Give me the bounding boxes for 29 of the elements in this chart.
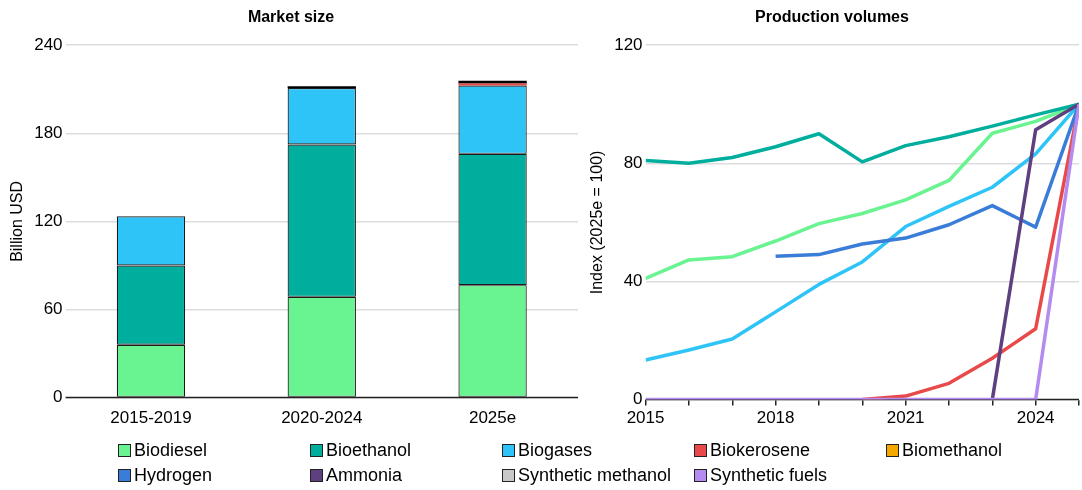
legend-label: Bioethanol bbox=[326, 440, 412, 461]
legend-label: Synthetic fuels bbox=[710, 465, 828, 486]
legend-label: Biodiesel bbox=[134, 440, 208, 461]
x-tick-label: 2025e bbox=[468, 408, 517, 428]
legend-label: Biogases bbox=[518, 440, 593, 461]
x-tick-label: 2015-2019 bbox=[110, 408, 192, 428]
y-tick-label: 60 bbox=[43, 299, 63, 319]
x-tick-label: 2015 bbox=[626, 408, 665, 428]
y-tick-label: 120 bbox=[614, 34, 643, 54]
y-tick-label: 120 bbox=[34, 211, 63, 231]
y-axis-title: Index (2025e = 100) bbox=[588, 150, 606, 295]
legend-label: Biomethanol bbox=[902, 440, 1003, 461]
chart-title: Production volumes bbox=[755, 8, 909, 26]
chart-title: Market size bbox=[247, 8, 335, 26]
y-tick-label: 0 bbox=[53, 387, 63, 407]
x-tick-label: 2024 bbox=[1016, 408, 1055, 428]
x-tick-label: 2021 bbox=[886, 408, 925, 428]
y-tick-label: 180 bbox=[34, 122, 63, 142]
legend-label: Hydrogen bbox=[134, 465, 213, 486]
x-tick-label: 2018 bbox=[756, 408, 795, 428]
y-tick-label: 80 bbox=[623, 153, 643, 173]
y-tick-label: 40 bbox=[623, 271, 643, 291]
y-tick-label: 240 bbox=[34, 34, 63, 54]
legend-label: Biokerosene bbox=[710, 440, 811, 461]
y-axis-title: Billion USD bbox=[8, 180, 26, 262]
x-tick-label: 2020-2024 bbox=[281, 408, 363, 428]
y-tick-label: 0 bbox=[633, 389, 643, 409]
legend-label: Synthetic methanol bbox=[518, 465, 672, 486]
legend-label: Ammonia bbox=[326, 465, 403, 486]
